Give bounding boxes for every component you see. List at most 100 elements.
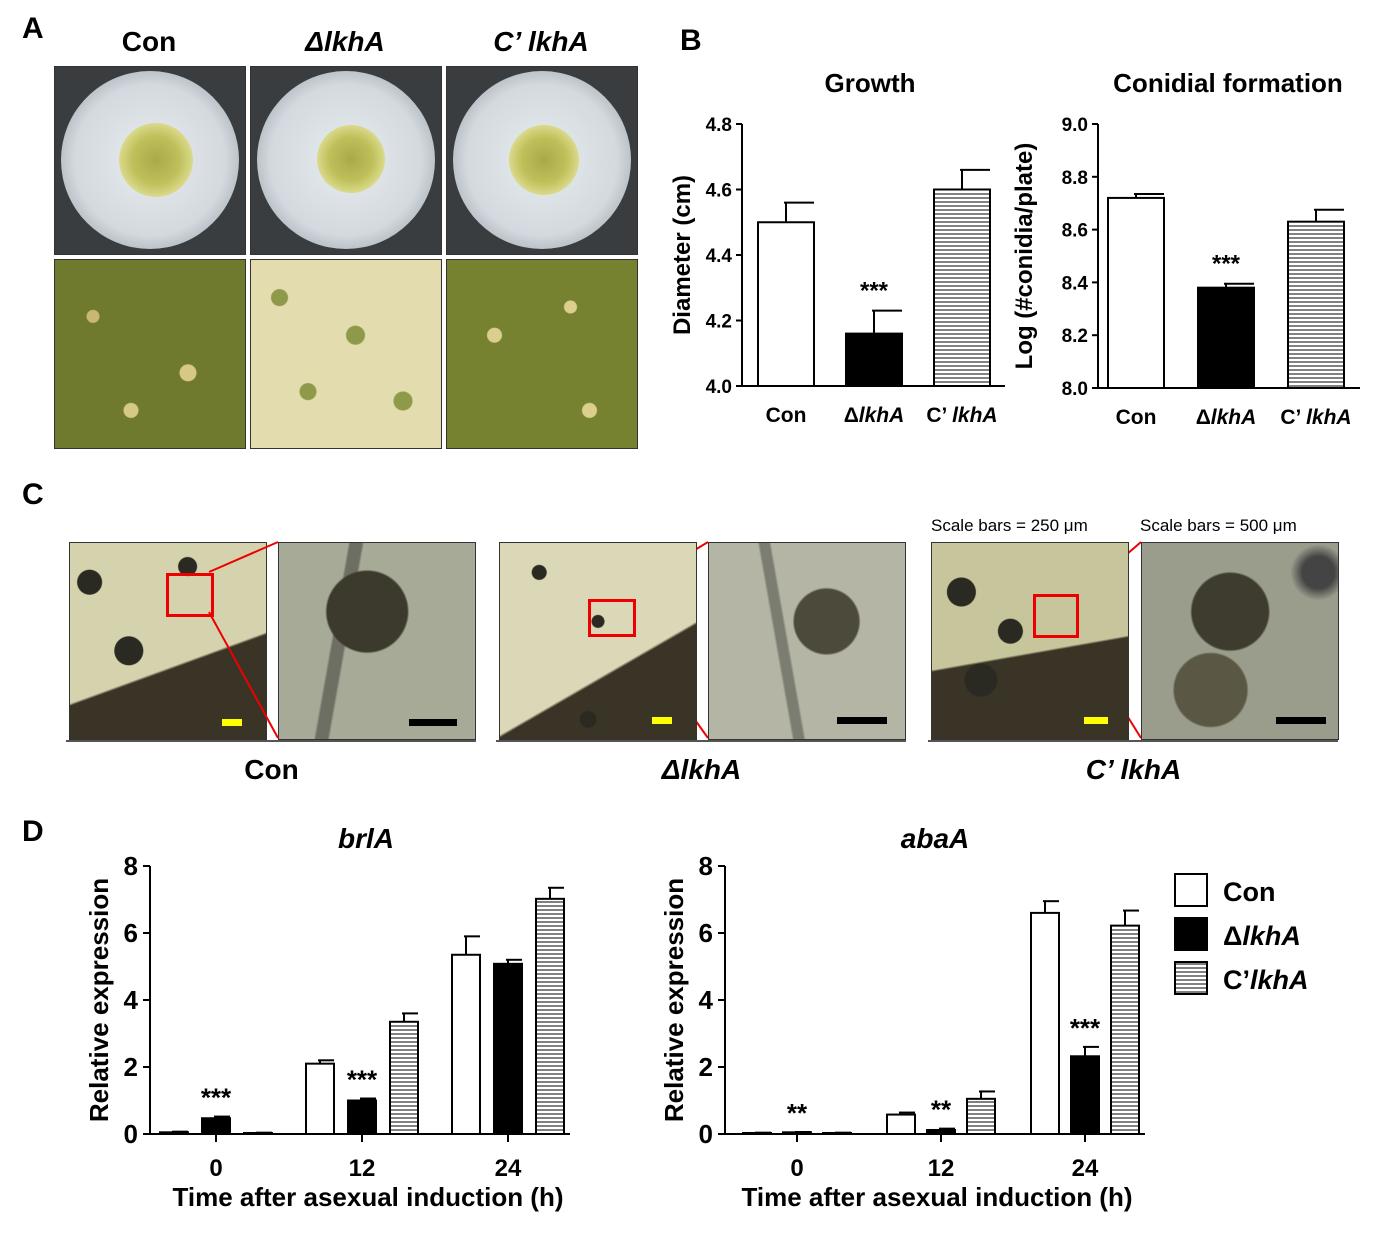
significance-mark: *** bbox=[860, 278, 889, 305]
significance-mark: *** bbox=[201, 1083, 232, 1113]
micro-zoom-mutant bbox=[708, 542, 906, 740]
y-axis-label: Relative expression bbox=[84, 878, 114, 1122]
x-tick-label: 24 bbox=[495, 1155, 522, 1182]
y-tick-label: 8 bbox=[124, 851, 138, 881]
y-tick-label: 2 bbox=[699, 1052, 713, 1082]
scale-bar-small bbox=[1084, 717, 1108, 724]
micro-image-con bbox=[69, 542, 267, 740]
scale-bar-large bbox=[1276, 717, 1326, 724]
legend-swatch bbox=[1174, 873, 1208, 907]
legend: Con ΔlkhA C’lkhA bbox=[1173, 870, 1353, 1005]
x-tick-label: 0 bbox=[209, 1155, 222, 1182]
micro-image-mutant bbox=[499, 542, 697, 740]
panel-label-b: B bbox=[680, 24, 702, 57]
x-axis-label: Time after asexual induction (h) bbox=[741, 1182, 1132, 1212]
y-tick-label: 4.6 bbox=[706, 181, 732, 202]
y-tick-label: 8.0 bbox=[1062, 379, 1088, 400]
y-tick-label: 6 bbox=[699, 918, 713, 948]
bar bbox=[926, 1128, 956, 1136]
y-tick-label: 4.8 bbox=[706, 115, 732, 136]
panel-label-d: D bbox=[22, 815, 44, 848]
y-tick-label: 4.4 bbox=[706, 246, 733, 267]
chart-title: Conidial formation bbox=[1113, 68, 1343, 98]
scale-bar-small bbox=[222, 719, 242, 726]
zoom-box bbox=[588, 599, 636, 637]
bar bbox=[757, 221, 815, 387]
legend-label: ΔlkhA bbox=[1223, 921, 1301, 951]
bar bbox=[451, 953, 481, 1135]
y-tick-label: 8.2 bbox=[1062, 326, 1088, 347]
y-tick-label: 8.8 bbox=[1062, 168, 1088, 189]
y-tick-label: 4 bbox=[124, 985, 139, 1015]
y-axis-label: Diameter (cm) bbox=[669, 175, 696, 335]
legend-label: Con bbox=[1223, 877, 1275, 907]
panel-label-c: C bbox=[22, 478, 44, 511]
category-label: C’ lkhA bbox=[1280, 406, 1351, 429]
y-tick-label: 8.6 bbox=[1062, 221, 1088, 242]
bar bbox=[1030, 911, 1060, 1136]
category-label: ΔlkhA bbox=[844, 404, 905, 427]
chart-title: abaA bbox=[901, 823, 969, 854]
bar bbox=[845, 332, 903, 388]
plate-image-con bbox=[54, 66, 246, 255]
legend-swatch bbox=[1174, 917, 1208, 951]
chart-title: Growth bbox=[825, 68, 916, 98]
micro-zoom-complement bbox=[1141, 542, 1339, 740]
bar bbox=[535, 897, 565, 1135]
x-tick-label: 0 bbox=[790, 1155, 803, 1182]
y-axis-label: Relative expression bbox=[659, 878, 689, 1122]
x-tick-label: 24 bbox=[1072, 1155, 1099, 1182]
plate-image-complement bbox=[446, 66, 638, 255]
category-label: Con bbox=[766, 404, 807, 427]
legend-label: C’lkhA bbox=[1223, 965, 1309, 995]
category-label: C’ lkhA bbox=[926, 404, 997, 427]
x-tick-label: 12 bbox=[928, 1155, 955, 1182]
y-tick-label: 4 bbox=[699, 985, 714, 1015]
panel-a-header-complement: C’ lkhA bbox=[493, 26, 589, 57]
significance-mark: ** bbox=[787, 1098, 808, 1128]
scale-note-500: Scale bars = 500 μm bbox=[1140, 516, 1297, 535]
conidia-image-con bbox=[54, 259, 246, 449]
scale-bar-small bbox=[652, 717, 672, 724]
bar bbox=[1107, 196, 1165, 389]
panel-c-label-con: Con bbox=[244, 754, 299, 785]
y-tick-label: 4.2 bbox=[706, 312, 732, 333]
bar bbox=[201, 1117, 231, 1136]
bar bbox=[1110, 924, 1140, 1135]
significance-mark: *** bbox=[347, 1064, 378, 1094]
legend-swatch bbox=[1174, 961, 1208, 995]
micro-image-complement bbox=[931, 542, 1129, 740]
legend-graphic: Con ΔlkhA C’lkhA bbox=[1174, 873, 1309, 995]
bar bbox=[493, 962, 523, 1135]
bar bbox=[1287, 220, 1345, 389]
chart-title: brlA bbox=[338, 823, 394, 854]
panel-label-a: A bbox=[22, 12, 44, 45]
zoom-box bbox=[1033, 594, 1079, 638]
y-tick-label: 8.4 bbox=[1062, 273, 1089, 294]
scale-bar-large bbox=[409, 719, 457, 726]
x-axis-label: Time after asexual induction (h) bbox=[172, 1182, 563, 1212]
y-tick-label: 8 bbox=[699, 851, 713, 881]
panel-c-label-complement: C’ lkhA bbox=[1085, 754, 1182, 785]
bar bbox=[933, 188, 991, 387]
chart-growth: Growth 4.0 4.2 4.4 4.6 4.8 Diameter (cm) Con ***… bbox=[669, 68, 1005, 427]
y-tick-label: 0 bbox=[124, 1119, 138, 1149]
plate-image-mutant bbox=[250, 66, 442, 255]
significance-mark: *** bbox=[1212, 251, 1241, 278]
panel-c-label-mutant: ΔlkhA bbox=[661, 754, 742, 785]
category-label: Con bbox=[1116, 406, 1157, 429]
bar bbox=[1070, 1055, 1100, 1135]
y-tick-label: 4.0 bbox=[706, 377, 732, 398]
zoom-box bbox=[166, 573, 214, 617]
chart-conidial: Conidial formation 8.0 8.2 8.4 8.6 8.8 9.0 Log … bbox=[1011, 68, 1360, 429]
panel-a-header-con: Con bbox=[121, 26, 177, 57]
significance-mark: *** bbox=[1070, 1013, 1101, 1043]
conidia-image-complement bbox=[446, 259, 638, 449]
bar bbox=[389, 1020, 419, 1135]
y-tick-label: 2 bbox=[124, 1052, 138, 1082]
bar bbox=[347, 1099, 377, 1135]
panel-a-header-mutant: ΔlkhA bbox=[305, 26, 385, 57]
scale-bar-large bbox=[837, 717, 887, 724]
